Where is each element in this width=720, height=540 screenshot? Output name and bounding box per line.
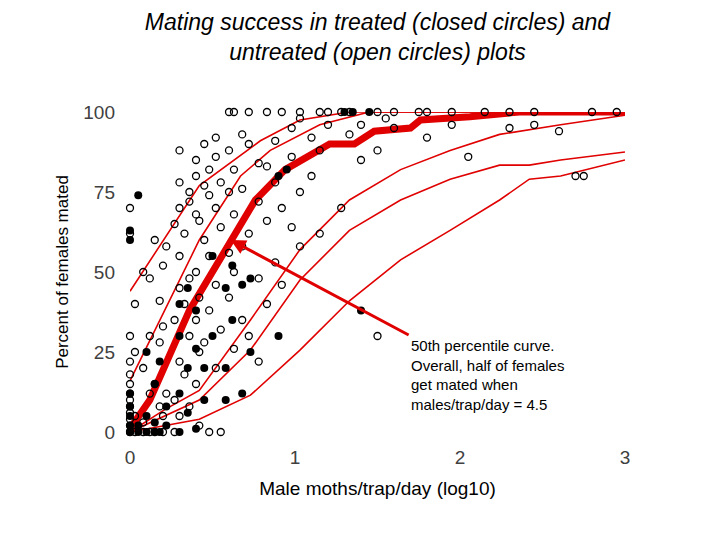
svg-text:0: 0 — [104, 422, 115, 443]
svg-text:2: 2 — [455, 447, 466, 468]
svg-text:100: 100 — [83, 102, 115, 123]
svg-text:50: 50 — [94, 262, 115, 283]
svg-text:3: 3 — [620, 447, 631, 468]
svg-text:1: 1 — [290, 447, 301, 468]
svg-text:50th percentile curve.Overall,: 50th percentile curve.Overall, half of f… — [411, 337, 564, 413]
svg-text:75: 75 — [94, 182, 115, 203]
svg-text:Mating success in treated (clo: Mating success in treated (closed circle… — [145, 9, 612, 65]
svg-text:0: 0 — [125, 447, 136, 468]
svg-text:Male moths/trap/day (log10): Male moths/trap/day (log10) — [259, 478, 496, 499]
svg-text:Percent of females mated: Percent of females mated — [53, 175, 72, 369]
svg-text:25: 25 — [94, 342, 115, 363]
